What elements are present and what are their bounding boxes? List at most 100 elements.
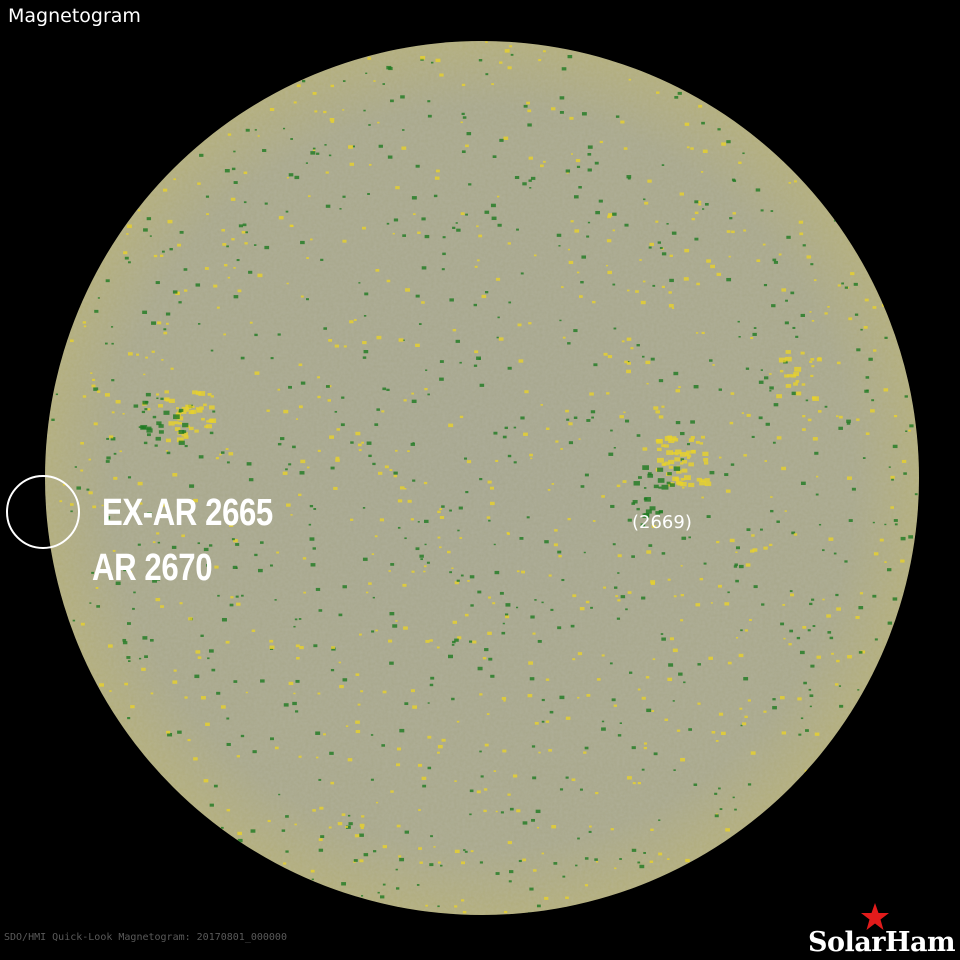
field-speckle (638, 476, 642, 479)
field-speckle (165, 322, 169, 325)
field-speckle (656, 457, 664, 463)
field-speckle (735, 546, 741, 550)
field-speckle (395, 449, 398, 452)
field-speckle (617, 554, 622, 558)
field-speckle (624, 360, 628, 364)
field-speckle (362, 356, 367, 359)
field-speckle (503, 910, 508, 914)
field-speckle (220, 705, 226, 709)
field-speckle (879, 538, 884, 542)
field-speckle (411, 399, 417, 404)
field-speckle (468, 183, 472, 186)
field-speckle (822, 598, 825, 601)
field-speckle (641, 768, 645, 771)
field-speckle (725, 489, 731, 493)
field-speckle (535, 809, 541, 814)
field-speckle (282, 471, 288, 475)
field-speckle (388, 639, 393, 643)
field-speckle (824, 405, 828, 408)
field-speckle (781, 288, 787, 292)
field-speckle (80, 469, 84, 472)
field-speckle (752, 548, 758, 552)
field-speckle (241, 230, 246, 234)
field-speckle (181, 406, 189, 412)
field-speckle (93, 387, 99, 391)
field-speckle (433, 846, 436, 848)
field-speckle (594, 161, 599, 165)
field-speckle (152, 579, 157, 583)
solarham-logo: SolarHam (808, 927, 956, 958)
field-speckle (167, 732, 173, 737)
field-speckle (675, 421, 681, 425)
field-speckle (306, 257, 309, 259)
field-speckle (551, 825, 557, 829)
field-speckle (143, 373, 146, 376)
field-speckle (619, 722, 622, 725)
field-speckle (570, 624, 575, 628)
field-speckle (765, 422, 770, 426)
field-speckle (844, 560, 848, 563)
field-speckle (233, 150, 236, 153)
field-speckle (531, 745, 536, 748)
field-speckle (795, 380, 800, 383)
field-speckle (667, 858, 670, 860)
field-speckle (627, 177, 631, 180)
field-speckle (359, 833, 364, 837)
field-speckle (811, 365, 815, 368)
field-speckle (285, 210, 289, 213)
field-speckle (62, 483, 66, 486)
field-speckle (598, 199, 603, 203)
field-speckle (587, 221, 591, 224)
field-speckle (661, 405, 665, 408)
field-speckle (395, 887, 400, 890)
field-speckle (836, 361, 841, 365)
field-speckle (817, 410, 822, 413)
field-speckle (174, 427, 181, 432)
field-speckle (623, 411, 626, 414)
field-speckle (617, 734, 622, 737)
field-speckle (497, 316, 500, 319)
field-speckle (237, 289, 242, 293)
field-speckle (294, 823, 297, 826)
field-speckle (219, 453, 222, 456)
field-speckle (798, 220, 804, 224)
field-speckle (127, 476, 132, 479)
field-speckle (203, 403, 207, 407)
field-speckle (396, 747, 402, 751)
field-speckle (390, 563, 395, 566)
field-speckle (610, 828, 614, 831)
field-speckle (658, 819, 661, 821)
field-speckle (793, 382, 798, 386)
field-speckle (718, 787, 721, 790)
field-speckle (427, 100, 431, 103)
field-speckle (317, 395, 321, 399)
field-speckle (342, 678, 348, 682)
field-speckle (328, 339, 333, 342)
field-speckle (163, 331, 168, 335)
field-speckle (217, 594, 220, 597)
field-speckle (529, 677, 535, 681)
field-speckle (610, 429, 613, 432)
field-speckle (753, 585, 758, 589)
field-speckle (253, 244, 257, 246)
field-speckle (711, 731, 716, 734)
field-speckle (758, 380, 764, 384)
field-speckle (221, 228, 225, 232)
field-speckle (514, 175, 520, 179)
field-speckle (398, 855, 402, 858)
field-speckle (545, 427, 550, 430)
field-speckle (646, 708, 652, 713)
field-speckle (551, 483, 555, 485)
field-speckle (303, 591, 306, 594)
field-speckle (266, 409, 270, 412)
field-speckle (260, 679, 265, 683)
field-speckle (290, 514, 293, 516)
field-speckle (553, 862, 558, 865)
field-speckle (559, 788, 564, 791)
field-speckle (343, 345, 347, 348)
field-speckle (91, 378, 96, 381)
field-speckle (164, 390, 169, 394)
field-speckle (174, 421, 179, 425)
field-speckle (105, 342, 108, 345)
field-speckle (626, 369, 632, 374)
